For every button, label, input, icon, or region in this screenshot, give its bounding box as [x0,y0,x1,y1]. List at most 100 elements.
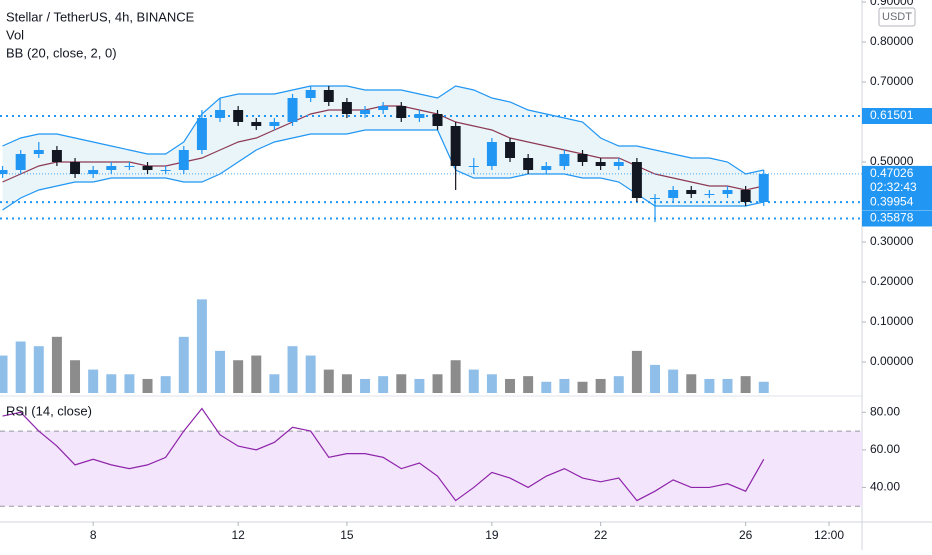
volume-bar [577,381,588,393]
y-tick-label: 0.00000 [870,354,914,368]
volume-bar [51,336,62,393]
rsi-band [0,431,862,507]
volume-bar [160,376,171,393]
volume-bar [269,374,280,393]
candle-body [740,190,751,202]
candle-body [559,154,570,166]
candle-body [33,150,44,154]
volume-bar [595,378,606,393]
candle-body [88,170,99,174]
candle-body [106,166,117,170]
candle-body [396,106,407,118]
x-tick-label: 22 [594,528,608,542]
candle-body [196,118,207,150]
candle-body [414,114,425,118]
candle-body [668,190,679,198]
volume-legend: Vol [6,27,24,42]
candle-body [124,166,135,167]
volume-bar [740,376,751,393]
volume-bar [305,355,316,393]
candle-body [360,110,371,114]
candle-body [178,150,189,170]
volume-bar [686,374,697,393]
candle-body [595,162,606,166]
volume-bar [196,299,207,393]
price-tag-timer: 02:32:43 [870,180,917,194]
rsi-y-tick-label: 60.00 [870,442,900,456]
rsi-y-tick-label: 80.00 [870,404,900,418]
candle-body [142,166,153,170]
candle-body [686,190,697,194]
rsi-legend: RSI (14, close) [6,403,92,418]
candle-body [432,114,443,126]
volume-bar [15,341,26,393]
price-tag-label: 0.47026 [870,166,914,180]
volume-bar [215,350,226,393]
candle-body [486,142,497,166]
volume-bar [251,355,262,393]
chart-title: Stellar / TetherUS, 4h, BINANCE [6,9,195,24]
price-tag-label: 0.61501 [870,108,914,122]
volume-bar [631,350,642,393]
candle-body [577,154,588,162]
candle-body [541,166,552,170]
volume-bar [88,369,99,393]
candle-body [70,162,81,174]
volume-bar [559,378,570,393]
volume-bar [70,360,81,393]
candle-body [51,150,62,162]
volume-bar [722,378,733,393]
volume-bar [323,369,334,393]
volume-bar [758,381,769,393]
candle-body [0,170,8,174]
candle-body [251,122,262,126]
rsi-y-tick-label: 40.00 [870,480,900,494]
y-tick-label: 0.80000 [870,34,914,48]
bb-legend: BB (20, close, 2, 0) [6,45,117,60]
plot: 0.90000 0.80000 0.70000 0.50000 0.30000 0.200… [0,0,932,542]
volume-bar [650,364,661,393]
candle-body [722,190,733,194]
volume-bar [233,360,244,393]
candle-body [215,110,226,118]
candle-body [160,170,171,171]
candle-body [341,102,352,114]
bb-fill [2,86,764,210]
candle-body [505,142,516,158]
candle-body [450,126,461,166]
candle-body [305,90,316,98]
candle-body [233,110,244,122]
candle-body [650,198,661,199]
price-tag-label: 0.39954 [870,194,914,208]
candle-body [15,154,26,170]
volume-bar [468,369,479,393]
currency[interactable]: USDT [882,11,912,23]
candle-body [631,162,642,198]
price-tag [862,165,932,196]
x-tick-label: 26 [739,528,753,542]
volume-bar [704,378,715,393]
volume-bar [0,355,8,393]
candle-body [468,166,479,167]
volume-bar [360,378,371,393]
candle-body [613,162,624,166]
volume-bar [613,376,624,393]
candle-body [704,194,715,195]
currency-box[interactable] [878,7,916,27]
volume-bar [450,360,461,393]
price-tag [862,194,932,211]
candle-body [287,98,298,122]
y-tick-label: 0.50000 [870,154,914,168]
price-tag-label: 0.35878 [870,211,914,225]
volume-bar [541,381,552,393]
candle-body [758,174,769,202]
x-tick-label: 15 [340,528,354,542]
volume-bar [668,369,679,393]
candle-body [378,106,389,110]
x-tick-label: 8 [90,528,97,542]
candle-body [523,158,534,170]
rsi-line [2,407,765,502]
volume-bar [106,374,117,393]
